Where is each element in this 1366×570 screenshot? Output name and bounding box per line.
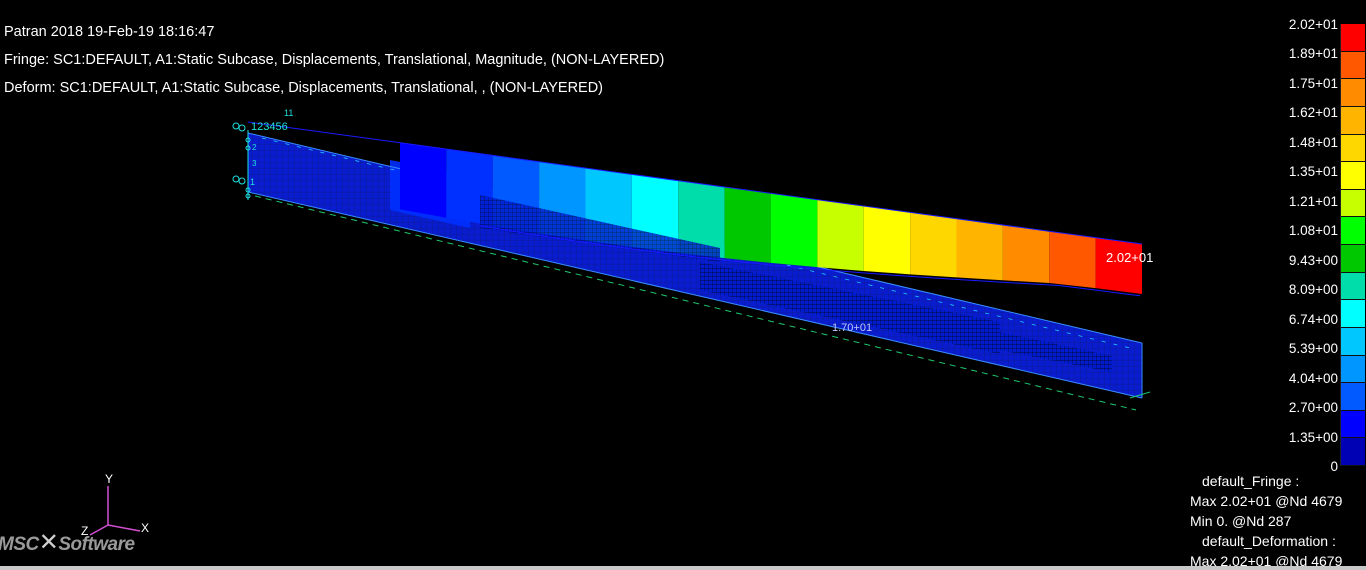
deform-name: default_Deformation : [1202, 533, 1336, 549]
deform-description: Deform: SC1:DEFAULT, A1:Static Subcase, … [4, 80, 604, 96]
legend-cell [1341, 272, 1365, 301]
constraint-tag-11: 11 [284, 108, 293, 118]
legend-cell [1341, 134, 1365, 163]
fringe-band [1002, 225, 1050, 283]
legend-label: 6.74+00 [1288, 312, 1338, 327]
legend-cell [1341, 300, 1365, 328]
legend-label: 1.08+01 [1288, 223, 1338, 238]
x-axis-label: X [141, 521, 149, 535]
legend-label: 1.48+01 [1288, 135, 1338, 150]
legend-cell [1341, 162, 1365, 190]
result-summary: default_Fringe : Max 2.02+01 @Nd 4679 Mi… [1190, 471, 1366, 570]
legend-label: 4.04+00 [1288, 371, 1338, 386]
fringe-band [1049, 231, 1096, 289]
legend-label: 5.39+00 [1288, 341, 1338, 356]
legend-label: 2.70+00 [1288, 400, 1338, 415]
fringe-description: Fringe: SC1:DEFAULT, A1:Static Subcase, … [4, 52, 665, 68]
legend-cell [1341, 355, 1365, 384]
fringe-band [817, 199, 864, 271]
legend-cell [1341, 106, 1365, 135]
legend-label: 0 [1330, 459, 1338, 474]
legend-cell [1341, 79, 1365, 107]
legend-cell [1341, 51, 1365, 80]
legend-label: 9.43+00 [1288, 253, 1338, 268]
logo-x-icon: ✕ [38, 529, 59, 556]
x-axis-icon [107, 524, 141, 532]
fringe-max: Max 2.02+01 @Nd 4679 [1190, 493, 1343, 509]
legend-label: 8.09+00 [1288, 282, 1338, 297]
plot-title: Patran 2018 19-Feb-19 18:16:47 [4, 24, 215, 40]
fringe-band [771, 193, 818, 268]
legend-cell [1341, 189, 1365, 218]
inner-value-label: 1.70+01 [832, 322, 872, 334]
constraint-tag-123456: 123456 [251, 121, 288, 133]
legend-label: 1.21+01 [1288, 194, 1338, 209]
legend-cell [1341, 217, 1365, 245]
axis-triad: Y X Z [81, 472, 149, 538]
legend-cell [1341, 327, 1365, 356]
mesh-overlay [480, 195, 720, 262]
legend-cell [1341, 245, 1365, 273]
legend-label: 1.35+01 [1288, 164, 1338, 179]
fringe-band [678, 180, 725, 259]
y-axis-label: Y [105, 472, 113, 486]
legend-label: 1.89+01 [1288, 46, 1338, 61]
beam-top-edge [247, 121, 1143, 245]
deform-max: Max 2.02+01 @Nd 4679 [1190, 553, 1343, 569]
constraint-tag-1: 1 [250, 177, 255, 187]
legend-label: 2.02+01 [1288, 17, 1338, 32]
legend-label: 1.35+00 [1288, 430, 1338, 445]
bottom-border [0, 566, 1366, 570]
legend-cell [1341, 383, 1365, 411]
fringe-band [863, 206, 911, 275]
fringe-band [1095, 237, 1142, 294]
msc-software-logo: MSC✕Software [0, 528, 135, 557]
fringe-band [400, 142, 447, 218]
constraint-tag-2: 2 [252, 143, 257, 152]
legend-label: 1.62+01 [1288, 105, 1338, 120]
deformed-beam [247, 121, 1143, 297]
legend-label: 1.75+01 [1288, 76, 1338, 91]
constraint-tag-3: 3 [252, 159, 257, 168]
fringe-band [910, 212, 957, 278]
constraint-markers [232, 122, 251, 200]
legend-cell [1341, 24, 1365, 52]
fringe-band [724, 187, 771, 263]
fringe-band [956, 218, 1003, 281]
max-value-marker: 2.02+01 [1106, 250, 1154, 265]
fringe-name: default_Fringe : [1202, 473, 1300, 489]
legend-cell [1341, 410, 1365, 439]
legend-cell [1341, 438, 1365, 466]
fringe-min: Min 0. @Nd 287 [1190, 513, 1292, 529]
z-axis-icon [89, 524, 109, 536]
beam-bottom-edge [479, 225, 1141, 297]
z-axis-label: Z [81, 524, 88, 538]
fringe-legend-bar [1340, 24, 1365, 466]
logo-right: Software [58, 534, 135, 555]
logo-left: MSC [0, 534, 39, 555]
